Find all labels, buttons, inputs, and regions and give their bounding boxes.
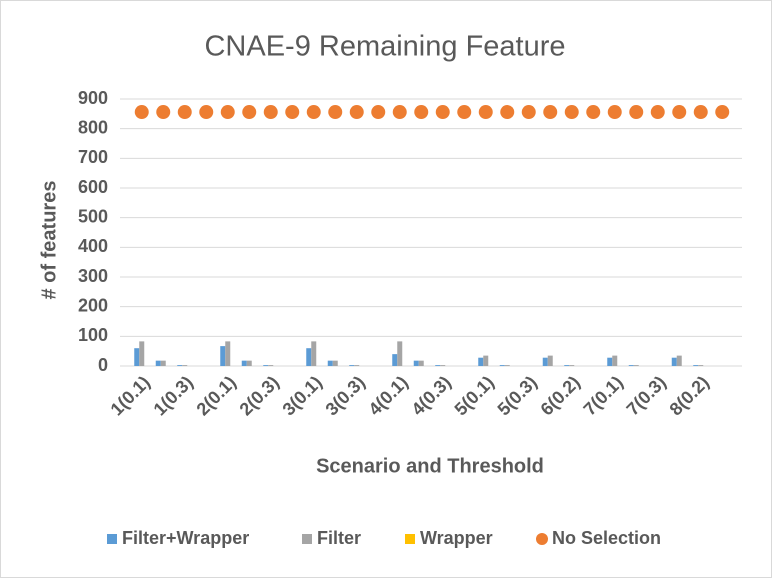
bar	[311, 341, 317, 366]
y-tick-label: 400	[78, 236, 108, 256]
y-tick-label: 800	[78, 117, 108, 137]
dot	[220, 105, 235, 120]
bar	[155, 360, 161, 366]
dot	[349, 105, 364, 120]
bar	[306, 348, 312, 366]
legend-label: Filter	[317, 528, 361, 548]
x-axis-title: Scenario and Threshold	[316, 455, 544, 477]
dot	[672, 105, 687, 120]
bar	[263, 365, 269, 366]
bar	[698, 365, 704, 366]
bar	[435, 365, 441, 366]
dot	[242, 105, 257, 120]
dot	[156, 105, 171, 120]
legend-label: Wrapper	[420, 528, 493, 548]
dot	[457, 105, 472, 120]
dot	[521, 105, 536, 120]
bar	[220, 346, 226, 366]
bar	[607, 357, 613, 366]
dot	[285, 105, 300, 120]
bar	[241, 360, 247, 366]
dot	[435, 105, 450, 120]
dot	[371, 105, 386, 120]
bar	[483, 355, 489, 366]
dot	[500, 105, 515, 120]
dot	[414, 105, 429, 120]
legend-marker	[536, 533, 548, 545]
bar	[332, 360, 338, 366]
bar	[547, 355, 553, 366]
bar	[633, 365, 639, 366]
bar	[418, 360, 424, 366]
dot	[478, 105, 493, 120]
dot	[392, 105, 407, 120]
legend-marker	[107, 534, 117, 544]
y-tick-label: 900	[78, 88, 108, 108]
y-tick-label: 100	[78, 325, 108, 345]
bar	[440, 365, 446, 366]
dot	[263, 105, 278, 120]
bar	[564, 365, 570, 366]
dot	[328, 105, 343, 120]
bar	[397, 341, 403, 366]
bar	[612, 355, 618, 366]
bar	[413, 360, 419, 366]
legend-label: No Selection	[552, 528, 661, 548]
y-tick-label: 200	[78, 295, 108, 315]
bar	[354, 365, 360, 366]
dot	[586, 105, 601, 120]
dot	[564, 105, 579, 120]
y-tick-label: 500	[78, 206, 108, 226]
bar	[504, 365, 510, 366]
y-tick-label: 0	[98, 355, 108, 375]
dot	[693, 105, 708, 120]
bar	[182, 365, 188, 366]
dot	[715, 105, 730, 120]
bar	[134, 348, 140, 366]
bar	[392, 354, 398, 366]
dot	[607, 105, 622, 120]
bar	[628, 365, 634, 366]
bar	[349, 365, 355, 366]
dot	[134, 105, 149, 120]
dot	[306, 105, 321, 120]
bar	[478, 357, 484, 366]
bar	[225, 341, 231, 366]
bar	[542, 357, 548, 366]
bar	[327, 360, 333, 366]
bar	[139, 341, 145, 366]
legend-marker	[405, 534, 415, 544]
dot	[199, 105, 214, 120]
dot	[650, 105, 665, 120]
y-tick-label: 700	[78, 147, 108, 167]
dot	[543, 105, 558, 120]
bar	[160, 360, 166, 366]
bar	[268, 365, 274, 366]
bar	[246, 360, 252, 366]
dot	[177, 105, 192, 120]
bar	[676, 355, 682, 366]
y-tick-label: 600	[78, 177, 108, 197]
bar	[177, 365, 183, 366]
y-tick-label: 300	[78, 266, 108, 286]
bar	[671, 357, 677, 366]
bar	[569, 365, 575, 366]
bar	[499, 365, 505, 366]
bar	[693, 365, 699, 366]
y-axis-title: # of features	[38, 181, 60, 300]
legend-marker	[302, 534, 312, 544]
dot	[629, 105, 644, 120]
legend-label: Filter+Wrapper	[122, 528, 249, 548]
chart-title: CNAE-9 Remaining Feature	[204, 31, 565, 63]
